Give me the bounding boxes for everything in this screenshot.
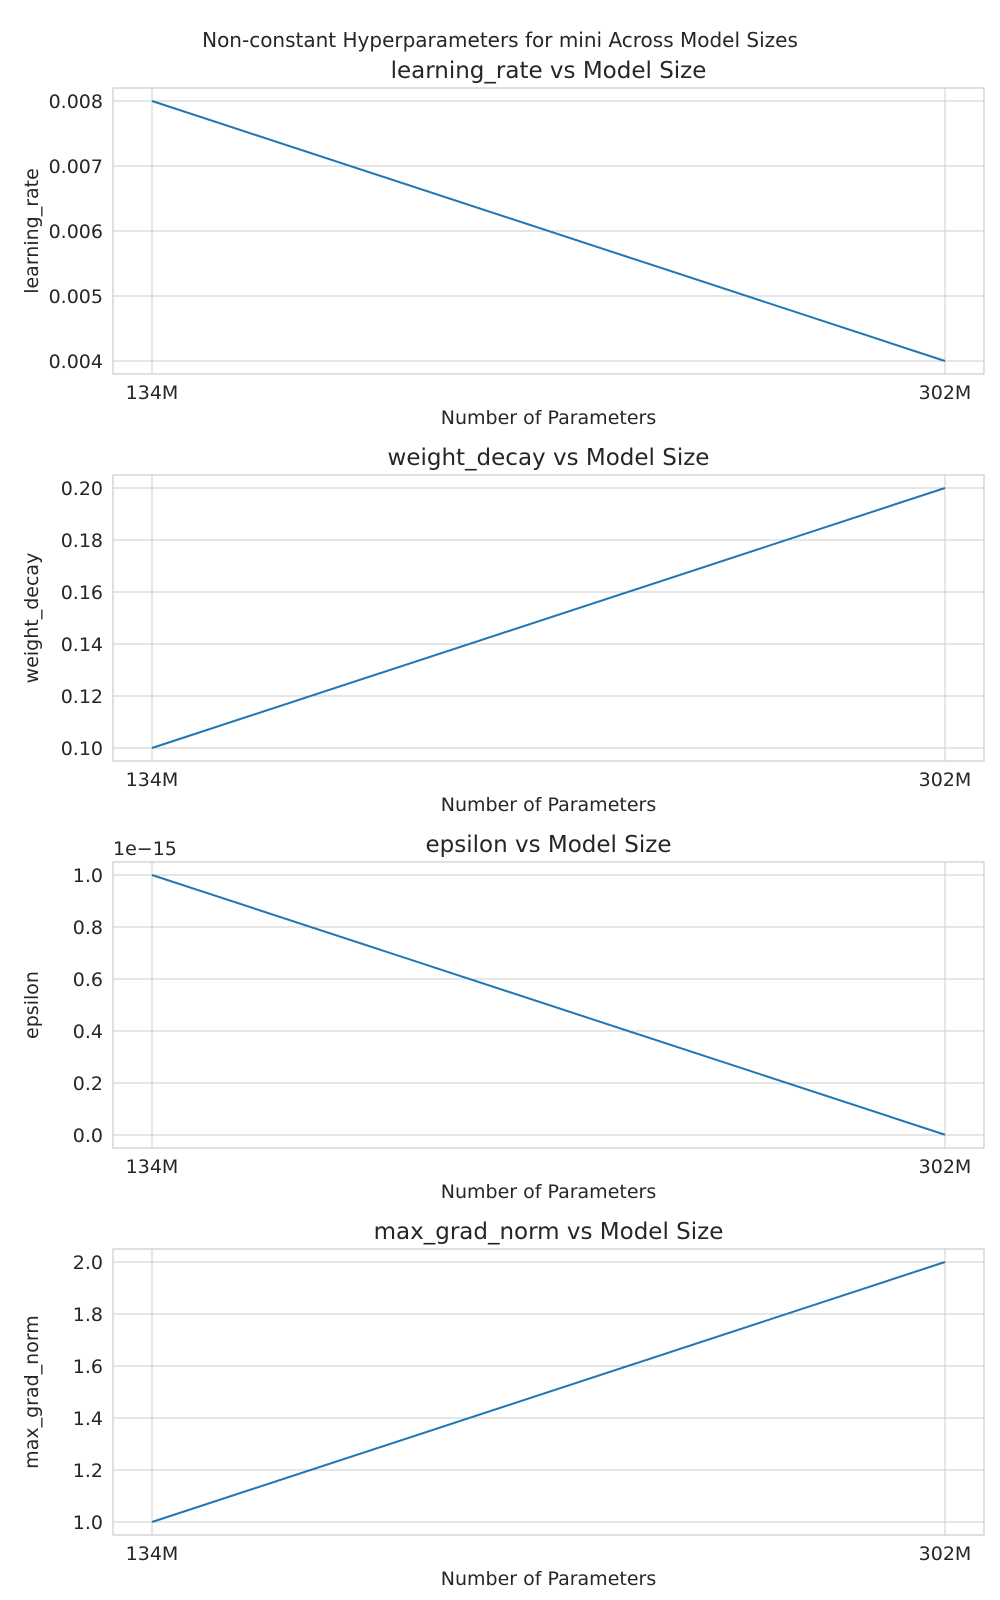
subplot-title: max_grad_norm vs Model Size (374, 1219, 724, 1245)
y-tick-label: 0.14 (61, 634, 103, 656)
subplot-title: epsilon vs Model Size (426, 832, 672, 858)
y-tick-label: 1.8 (73, 1304, 103, 1326)
axes-frame (112, 87, 985, 375)
y-tick-label: 0.8 (73, 917, 103, 939)
y-tick-label: 0.18 (61, 530, 103, 552)
y-tick-label: 0.007 (49, 156, 103, 178)
x-tick-label: 134M (126, 769, 179, 791)
x-axis-label: Number of Parameters (441, 794, 656, 816)
y-tick-label: 1.0 (73, 865, 103, 887)
series-line (151, 100, 946, 362)
figure-title: Non-constant Hyperparameters for mini Ac… (202, 28, 798, 52)
axes-frame (112, 1248, 985, 1536)
y-tick-label: 0.006 (49, 221, 103, 243)
x-tick-label: 302M (919, 769, 972, 791)
x-tick-label: 302M (919, 1156, 972, 1178)
x-tick-label: 134M (126, 1543, 179, 1565)
y-tick-label: 0.0 (73, 1125, 103, 1147)
x-tick-label: 134M (126, 1156, 179, 1178)
y-axis-label: weight_decay (21, 553, 43, 684)
axes-frame (112, 474, 985, 762)
y-tick-label: 0.16 (61, 582, 103, 604)
y-axis-label: epsilon (21, 971, 43, 1039)
series-line (151, 487, 946, 749)
axis-offset-label: 1e−15 (113, 838, 177, 860)
y-tick-label: 1.0 (73, 1512, 103, 1534)
x-axis-label: Number of Parameters (441, 1181, 656, 1203)
series-line (151, 874, 946, 1136)
y-tick-label: 0.6 (73, 969, 103, 991)
x-axis-label: Number of Parameters (441, 407, 656, 429)
subplot-title: learning_rate vs Model Size (391, 58, 707, 84)
x-tick-label: 134M (126, 382, 179, 404)
x-tick-label: 302M (919, 1543, 972, 1565)
y-tick-label: 0.005 (49, 286, 103, 308)
y-tick-label: 1.6 (73, 1356, 103, 1378)
y-tick-label: 0.10 (61, 738, 103, 760)
series-line (151, 1261, 946, 1523)
y-tick-label: 0.2 (73, 1073, 103, 1095)
y-axis-label: learning_rate (21, 168, 43, 294)
y-tick-label: 0.20 (61, 478, 103, 500)
y-tick-label: 0.12 (61, 686, 103, 708)
subplot-title: weight_decay vs Model Size (388, 445, 710, 471)
axes-frame (112, 861, 985, 1149)
y-tick-label: 1.4 (73, 1408, 103, 1430)
y-tick-label: 0.4 (73, 1021, 103, 1043)
x-tick-label: 302M (919, 382, 972, 404)
y-tick-label: 0.008 (49, 91, 103, 113)
x-axis-label: Number of Parameters (441, 1568, 656, 1590)
y-tick-label: 2.0 (73, 1252, 103, 1274)
y-axis-label: max_grad_norm (21, 1315, 43, 1469)
y-tick-label: 0.004 (49, 351, 103, 373)
y-tick-label: 1.2 (73, 1460, 103, 1482)
